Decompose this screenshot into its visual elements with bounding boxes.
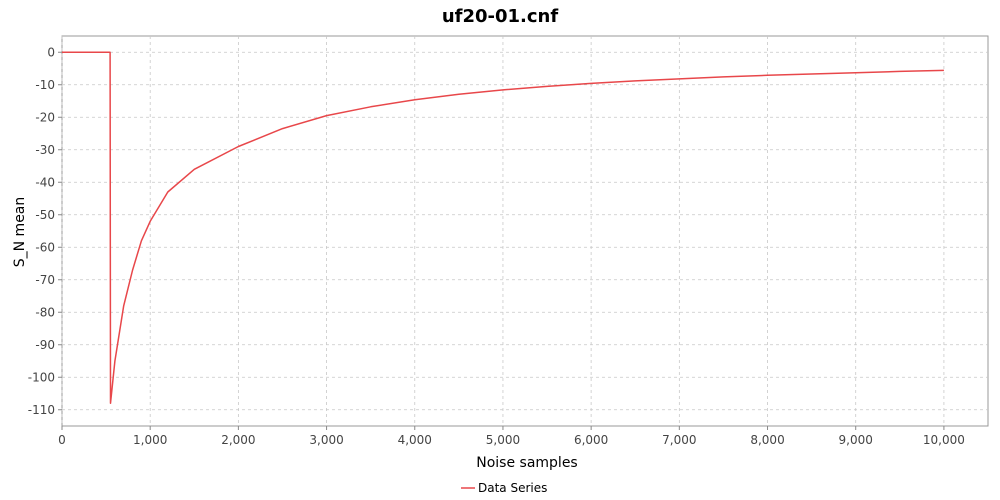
legend: Data Series [461,481,547,495]
y-tick-label: 0 [47,45,55,59]
x-axis: 0 1,000 2,000 3,000 4,000 5,000 6,000 7,000 8,00… [58,426,965,447]
x-tick-label: 10,000 [923,433,965,447]
x-tick-label: 6,000 [574,433,608,447]
y-axis: 0 -10 -20 -30 -40 -50 -60 -70 -80 -90 -100 -110 [28,45,62,417]
y-tick-label: -80 [35,305,55,319]
x-tick-label: 1,000 [133,433,167,447]
y-tick-label: -90 [35,338,55,352]
y-tick-label: -70 [35,273,55,287]
series-layer [62,51,944,405]
x-tick-label: 9,000 [839,433,873,447]
grid [61,36,988,426]
plot-area [61,35,989,427]
y-tick-label: -100 [28,370,55,384]
plot-frame [61,35,989,427]
y-tick-label: -50 [35,208,55,222]
y-tick-label: -40 [35,175,55,189]
legend-label: Data Series [478,481,547,495]
y-tick-label: -110 [28,403,55,417]
x-tick-label: 2,000 [221,433,255,447]
y-axis-label: S_N mean [12,197,28,268]
x-tick-label: 5,000 [486,433,520,447]
y-tick-label: -30 [35,143,55,157]
x-tick-label: 3,000 [309,433,343,447]
y-tick-label: -60 [35,240,55,254]
x-tick-label: 8,000 [750,433,784,447]
chart-title: uf20-01.cnf [442,6,559,27]
x-tick-label: 7,000 [662,433,696,447]
x-axis-label: Noise samples [476,455,577,471]
y-tick-label: -10 [35,78,55,92]
y-tick-label: -20 [35,110,55,124]
data-series-line [62,51,944,405]
x-tick-label: 4,000 [398,433,432,447]
x-tick-label: 0 [58,433,66,447]
